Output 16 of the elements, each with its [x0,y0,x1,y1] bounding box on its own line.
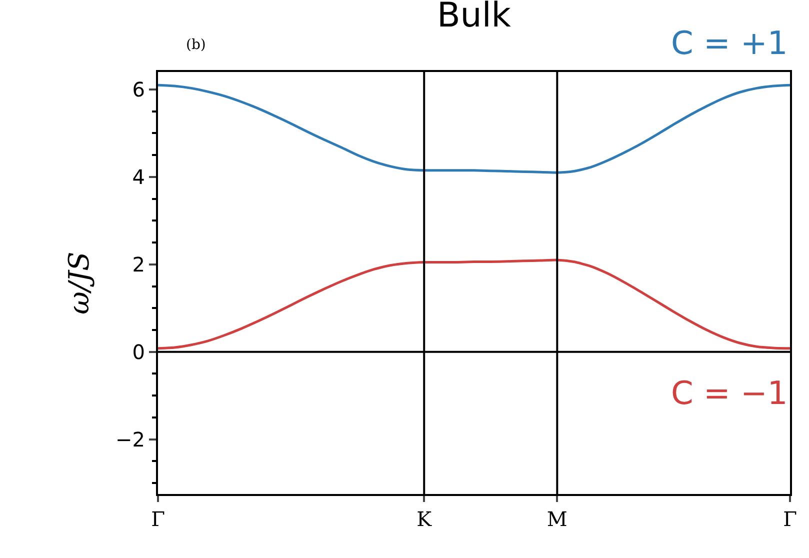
y-tick-label: −2 [116,427,145,452]
x-tick-label: Γ [783,507,798,531]
y-tick-label: 6 [132,77,145,102]
x-tick-label: Γ [151,507,166,531]
line-series [158,84,790,174]
series-label: C = +1 [671,24,788,62]
y-tick-label: 4 [132,164,145,189]
y-tick-label: 2 [132,252,145,276]
y-axis-title: ω/JS [62,252,96,314]
x-tick-label: K [416,507,433,531]
y-tick-label: 0 [132,340,145,364]
text: (b) [186,37,206,53]
x-tick-label: M [546,507,568,531]
series-label: C = −1 [671,374,788,412]
line-series [158,258,790,350]
chart-title: Bulk [436,0,512,36]
